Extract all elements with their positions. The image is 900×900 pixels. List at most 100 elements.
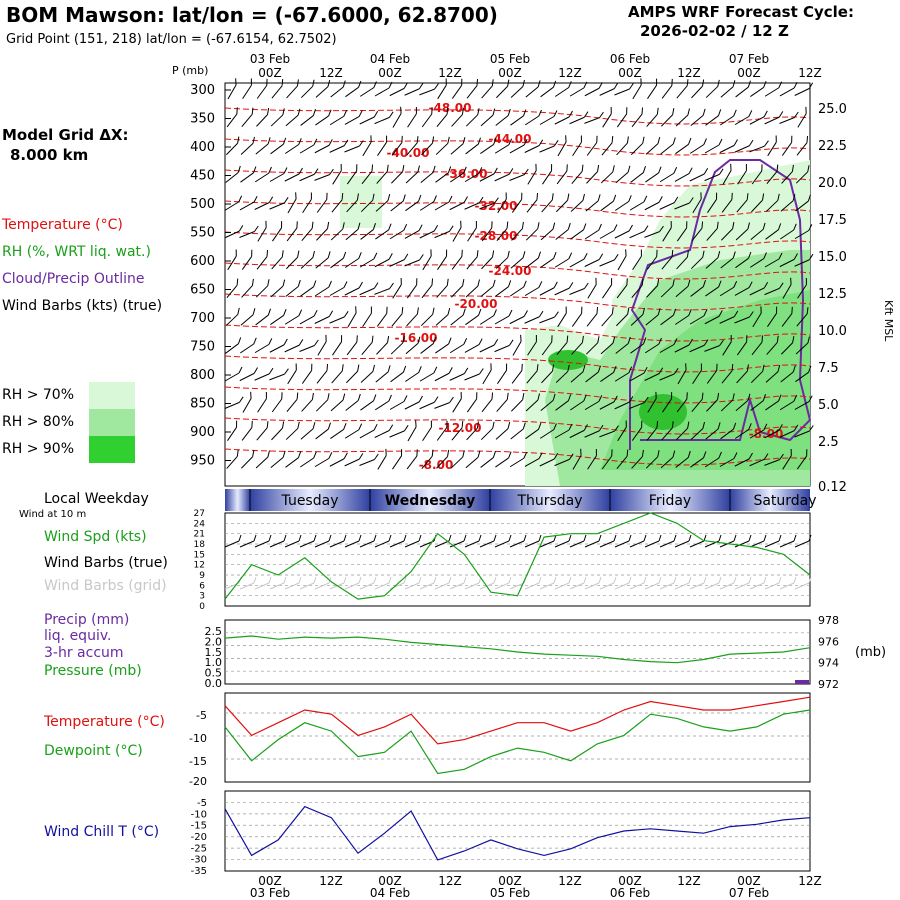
- wind-barb-staff: [434, 201, 450, 211]
- wind-barb-staff: [285, 144, 299, 154]
- wind-barb-feather: [463, 337, 468, 345]
- wind-barb-feather: [778, 534, 782, 542]
- wind-barb: [631, 449, 644, 469]
- wind-barb-staff: [556, 199, 568, 213]
- wind-barb: [630, 166, 646, 183]
- wind-barb-staff: [691, 85, 703, 99]
- grid-wind-barb: [254, 576, 272, 590]
- wind-barb-staff: [272, 227, 282, 242]
- temperature-contour-label: -32.00: [475, 199, 518, 213]
- wind-barb: [495, 280, 512, 297]
- wind-barb-staff: [586, 142, 598, 156]
- wind-barb-feather: [748, 110, 753, 117]
- wind-barb: [240, 308, 256, 326]
- wind-barb: [659, 368, 679, 381]
- wind-barb-staff: [284, 344, 300, 353]
- wind-barb: [765, 193, 780, 212]
- wind-barb-staff: [677, 369, 687, 385]
- wind-barb-feather: [642, 307, 645, 315]
- wind-barb-staff: [554, 287, 570, 296]
- wind-barb-staff: [689, 173, 705, 182]
- wind-barb-staff: [647, 85, 657, 99]
- wind-barb: [646, 420, 659, 441]
- wind-barb-staff: [779, 540, 795, 548]
- wind-barb-feather: [703, 309, 708, 317]
- surface-wind-barb: [569, 534, 587, 548]
- hour-label-top: 12Z: [677, 66, 701, 80]
- wind-barb-staff: [344, 287, 360, 296]
- wind-barb: [389, 82, 408, 97]
- wind-barb-feather: [387, 365, 391, 372]
- wind-barb-feather: [388, 223, 392, 231]
- wind-barb-staff: [601, 313, 613, 327]
- wind-barb-staff: [764, 287, 780, 296]
- wind-barb-staff: [554, 116, 570, 125]
- wind-barb-feather: [598, 424, 604, 432]
- wind-barb-staff: [286, 85, 298, 99]
- wind-barb-staff: [239, 201, 255, 211]
- wind-barb: [572, 135, 582, 157]
- pressure-tick-label: 600: [190, 254, 215, 269]
- wind-barb: [436, 278, 449, 298]
- wind-barb-feather: [716, 363, 718, 371]
- wind-barb-feather: [733, 139, 738, 146]
- wind-barb: [464, 167, 483, 183]
- wind-barb-staff: [452, 227, 462, 242]
- wind-barb: [239, 225, 259, 238]
- wind-barb: [779, 424, 799, 438]
- wind-barb-feather: [476, 250, 479, 257]
- weekday-segment: [225, 489, 250, 511]
- wind-barb-feather: [671, 392, 673, 399]
- wind-barb-staff: [419, 88, 435, 96]
- wind-barb-feather: [732, 222, 735, 229]
- wind-barb-feather: [506, 363, 508, 371]
- wind-barb-staff: [254, 202, 270, 210]
- wind-barb-feather: [779, 453, 784, 460]
- wind-barb-staff: [449, 582, 465, 590]
- temperature-contour-label: -16.00: [395, 331, 438, 345]
- wind-barb-feather: [716, 221, 719, 229]
- wind-barb: [540, 251, 557, 269]
- windchill-tick-label: -15: [191, 821, 207, 832]
- wind-barb-feather: [717, 251, 721, 258]
- wind-barb-staff: [329, 458, 345, 467]
- wind-barb-feather: [747, 80, 751, 88]
- wind-barb-feather: [460, 220, 462, 228]
- wind-barb: [617, 249, 627, 271]
- wind-barb-staff: [359, 87, 375, 97]
- wind-barb-staff: [225, 314, 239, 326]
- wind-barb-staff: [406, 284, 418, 299]
- wind-barb-feather: [311, 221, 314, 229]
- temperature-contour: [224, 386, 811, 404]
- wind-barb: [690, 280, 706, 297]
- wind-barb-feather: [463, 576, 467, 584]
- precip-tick-label: 1.0: [205, 656, 223, 669]
- wind-barb: [509, 451, 528, 468]
- wind-barb-feather: [283, 338, 288, 345]
- surface-wind-barb: [224, 534, 242, 548]
- grid-wind-barb: [629, 576, 647, 590]
- wind-barb-feather: [793, 81, 798, 89]
- wind-barb-staff: [631, 113, 643, 128]
- wind-barb-staff: [436, 456, 448, 469]
- wind-barb-feather: [565, 135, 567, 143]
- wind-barb-staff: [285, 457, 299, 468]
- wind-barb-staff: [690, 256, 704, 270]
- wind-barb-feather: [372, 223, 376, 230]
- legend-wind-barbs-grid: Wind Barbs (grid): [44, 578, 167, 594]
- wind-barb-feather: [538, 452, 543, 459]
- date-label-bottom: 05 Feb: [490, 886, 530, 900]
- wind-barb-staff: [404, 259, 420, 267]
- wind-barb-staff: [661, 256, 673, 270]
- wind-barb: [525, 80, 541, 98]
- wind-barb: [647, 391, 657, 413]
- wind-barb-feather: [371, 164, 374, 172]
- wind-barb-staff: [300, 286, 314, 297]
- wind-barb: [451, 249, 463, 270]
- wind-barb: [631, 420, 643, 441]
- wind-barb-feather: [596, 306, 599, 314]
- wind-barb-feather: [538, 310, 544, 318]
- wind-barb-feather: [237, 307, 240, 315]
- wind-barb-staff: [360, 371, 374, 383]
